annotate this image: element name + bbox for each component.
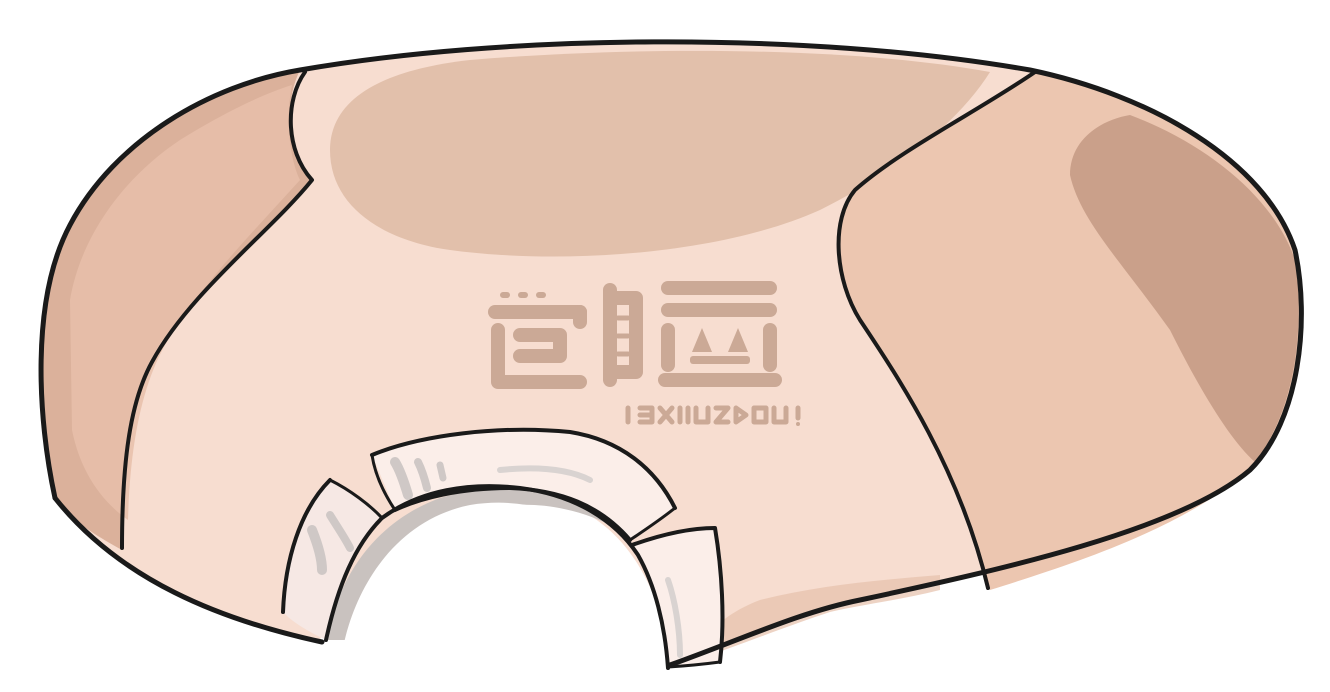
left-side-band-light bbox=[70, 85, 300, 520]
right-seam-line bbox=[836, 70, 1037, 590]
engraved-tagline bbox=[625, 405, 801, 426]
arch-right-stone-outline bbox=[630, 526, 725, 664]
arch-stone-details bbox=[307, 457, 683, 658]
left-seam-line bbox=[120, 70, 314, 550]
arch-outer-outline bbox=[370, 427, 677, 510]
arch-left-stone-outline bbox=[281, 478, 332, 614]
arch-right-stone-base bbox=[666, 660, 722, 669]
arch-stone-divider-2 bbox=[628, 506, 677, 542]
arch-stone-left bbox=[283, 480, 382, 640]
body-outline bbox=[38, 39, 1304, 668]
engraved-logo bbox=[488, 281, 801, 426]
right-side-shadow bbox=[1070, 115, 1299, 462]
arch-opening bbox=[340, 502, 662, 672]
top-patch bbox=[330, 50, 990, 257]
arch-inner-shadow bbox=[326, 489, 610, 640]
body-outline-left-base bbox=[52, 495, 325, 645]
arch-stone-divider-1 bbox=[370, 453, 397, 512]
arch-left-divider bbox=[328, 478, 384, 520]
arch-stone-right bbox=[632, 528, 723, 667]
arch-inner-outline bbox=[324, 484, 670, 670]
